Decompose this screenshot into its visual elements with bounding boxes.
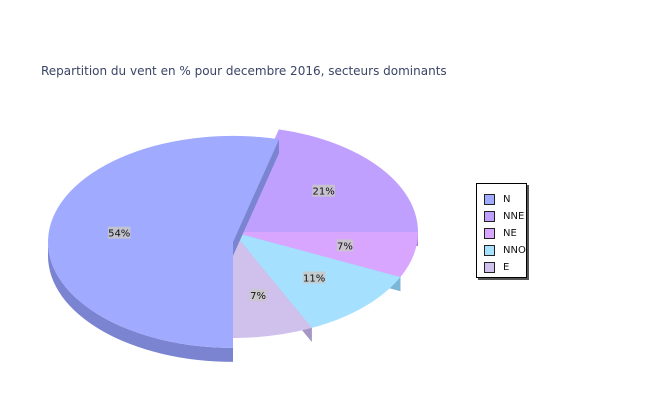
slice-label-bg-ne	[336, 239, 354, 252]
slice-label-bg-e	[249, 289, 267, 302]
legend-item-nne: NNE	[477, 208, 526, 225]
legend-item-ne: NE	[477, 225, 526, 242]
legend-label: NNE	[503, 211, 525, 222]
legend-item-n: N	[477, 191, 526, 208]
legend-label: NNO	[503, 245, 526, 256]
slice-label-bg-nne	[312, 184, 335, 197]
slice-label-e: 7%	[250, 291, 266, 302]
slice-label-bg-nno	[302, 271, 326, 284]
legend-swatch	[484, 245, 495, 256]
pie-slice-n	[48, 135, 280, 348]
slice-label-n: 54%	[108, 229, 130, 240]
pie-slice-side-n-rim	[48, 241, 233, 362]
slice-label-nne: 21%	[313, 187, 335, 198]
legend: N NNE NE NNO E	[476, 183, 527, 278]
legend-swatch	[484, 262, 495, 273]
legend-item-nno: NNO	[477, 242, 526, 259]
legend-swatch	[484, 228, 495, 239]
pie-slice-nne	[233, 129, 418, 232]
legend-swatch	[484, 194, 495, 205]
pie-slice-ne	[233, 232, 418, 278]
legend-label: NE	[503, 228, 517, 239]
slice-label-nno: 11%	[303, 273, 325, 284]
chart-title: Repartition du vent en % pour decembre 2…	[41, 64, 447, 78]
legend-label: E	[503, 262, 510, 273]
slice-label-ne: 7%	[337, 241, 353, 252]
legend-label: N	[503, 194, 511, 205]
pie-slice-side-n-wall-0	[233, 139, 280, 256]
pie-slice-e	[233, 232, 312, 338]
legend-item-e: E	[477, 259, 526, 276]
slice-label-bg-n	[107, 226, 131, 239]
legend-swatch	[484, 211, 495, 222]
